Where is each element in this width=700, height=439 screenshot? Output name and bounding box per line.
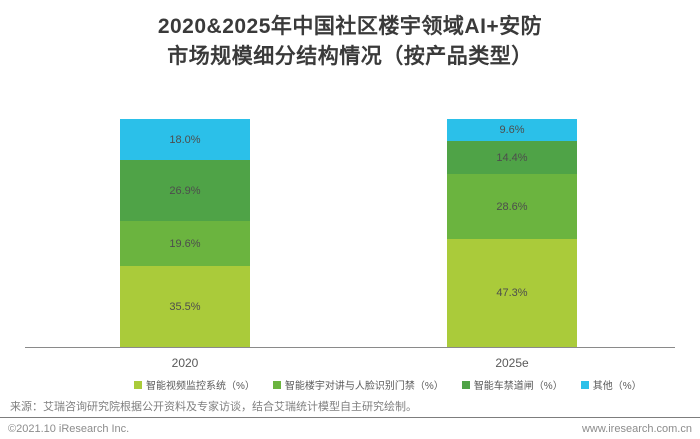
segment-value-label: 47.3%	[496, 287, 528, 300]
bar-segment-others: 9.6%	[447, 119, 577, 142]
bar-segment-intercom-access: 19.6%	[120, 221, 250, 267]
footer-divider	[0, 417, 700, 418]
legend-label: 智能视频监控系统（%）	[146, 381, 255, 392]
legend-label: 智能车禁道闸（%）	[473, 381, 563, 392]
footer-website: www.iresearch.com.cn	[581, 423, 692, 435]
x-axis-label-2020: 2020	[171, 356, 199, 370]
segment-value-label: 28.6%	[496, 200, 528, 213]
stacked-bar-2025e: 47.3% 28.6% 14.4% 9.6%	[447, 119, 577, 347]
footer-copyright: ©2021.10 iResearch Inc.	[8, 423, 130, 435]
legend-swatch-icon	[134, 380, 142, 389]
legend-label: 智能楼宇对讲与人脸识别门禁（%）	[284, 381, 444, 392]
bar-segment-video-surveillance: 47.3%	[447, 239, 577, 347]
legend-item-others: 其他（%）	[580, 377, 642, 392]
segment-value-label: 26.9%	[169, 184, 201, 197]
chart-title: 2020&2025年中国社区楼宇领域AI+安防 市场规模细分结构情况（按产品类型…	[0, 12, 700, 72]
segment-value-label: 14.4%	[496, 151, 528, 164]
segment-value-label: 18.0%	[169, 133, 201, 146]
segment-value-label: 19.6%	[169, 237, 201, 250]
bar-segment-parking-barrier: 14.4%	[447, 141, 577, 174]
legend-swatch-icon	[461, 380, 470, 389]
bar-segment-parking-barrier: 26.9%	[120, 160, 250, 222]
segment-value-label: 9.6%	[499, 124, 525, 137]
bar-segment-others: 18.0%	[120, 119, 250, 161]
legend-item-video-surveillance: 智能视频监控系统（%）	[134, 377, 255, 392]
chart-title-line-2: 市场规模细分结构情况（按产品类型）	[167, 45, 533, 68]
chart-legend: 智能视频监控系统（%） 智能楼宇对讲与人脸识别门禁（%） 智能车禁道闸（%） 其他（%…	[134, 377, 694, 392]
x-axis-label-2025e: 2025e	[495, 356, 529, 370]
legend-item-parking-barrier: 智能车禁道闸（%）	[461, 377, 563, 392]
segment-value-label: 35.5%	[169, 300, 201, 313]
legend-item-intercom-access: 智能楼宇对讲与人脸识别门禁（%）	[272, 377, 444, 392]
legend-swatch-icon	[580, 380, 589, 389]
legend-swatch-icon	[272, 380, 281, 389]
bar-segment-video-surveillance: 35.5%	[120, 266, 250, 347]
chart-title-line-1: 2020&2025年中国社区楼宇领域AI+安防	[157, 15, 543, 38]
stacked-bar-2020: 35.5% 19.6% 26.9% 18.0%	[120, 119, 250, 347]
x-axis-line	[25, 347, 675, 348]
source-note: 来源：艾瑞咨询研究院根据公开资料及专家访谈，结合艾瑞统计模型自主研究绘制。	[10, 401, 417, 413]
bar-segment-intercom-access: 28.6%	[447, 173, 577, 240]
legend-label: 其他（%）	[592, 381, 642, 392]
